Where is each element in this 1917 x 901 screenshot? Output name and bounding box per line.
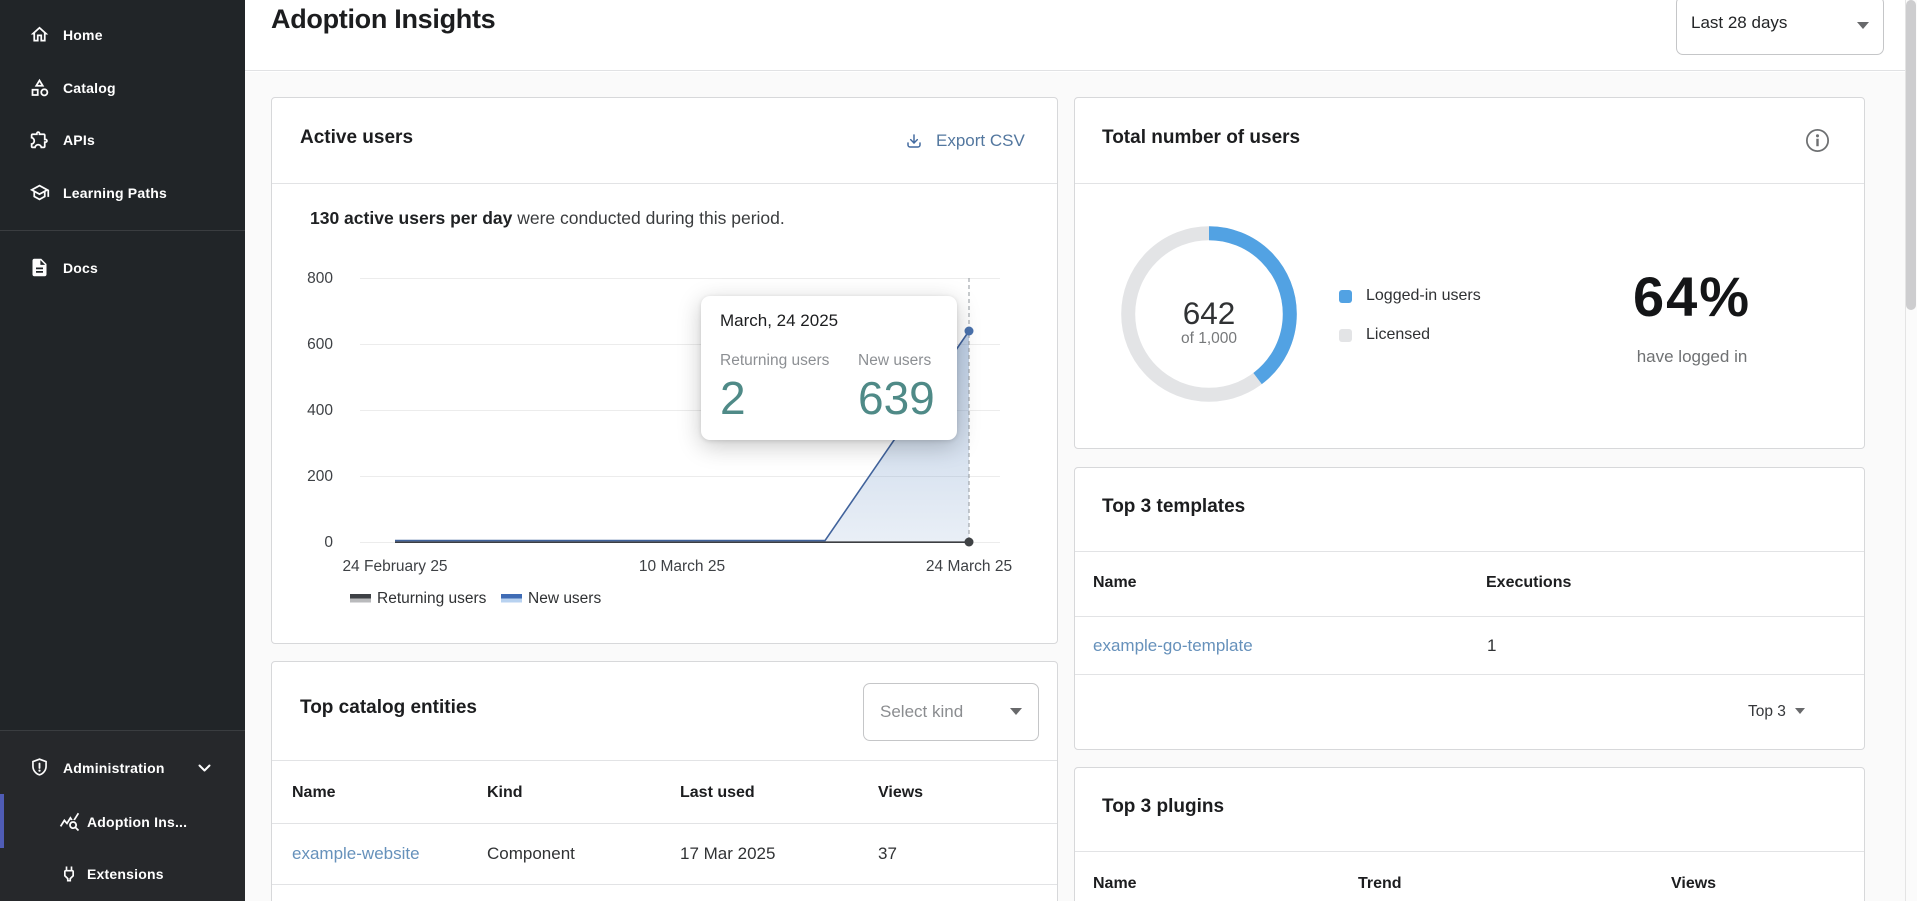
svg-text:24 February 25: 24 February 25 bbox=[342, 558, 447, 575]
svg-text:10 March 25: 10 March 25 bbox=[639, 558, 725, 575]
svg-text:Returning users: Returning users bbox=[377, 590, 487, 607]
svg-text:800: 800 bbox=[307, 270, 333, 287]
svg-text:New users: New users bbox=[528, 590, 601, 607]
svg-text:24 March 25: 24 March 25 bbox=[926, 558, 1012, 575]
svg-text:200: 200 bbox=[307, 468, 333, 485]
svg-text:0: 0 bbox=[324, 534, 333, 551]
svg-text:400: 400 bbox=[307, 402, 333, 419]
svg-text:600: 600 bbox=[307, 336, 333, 353]
